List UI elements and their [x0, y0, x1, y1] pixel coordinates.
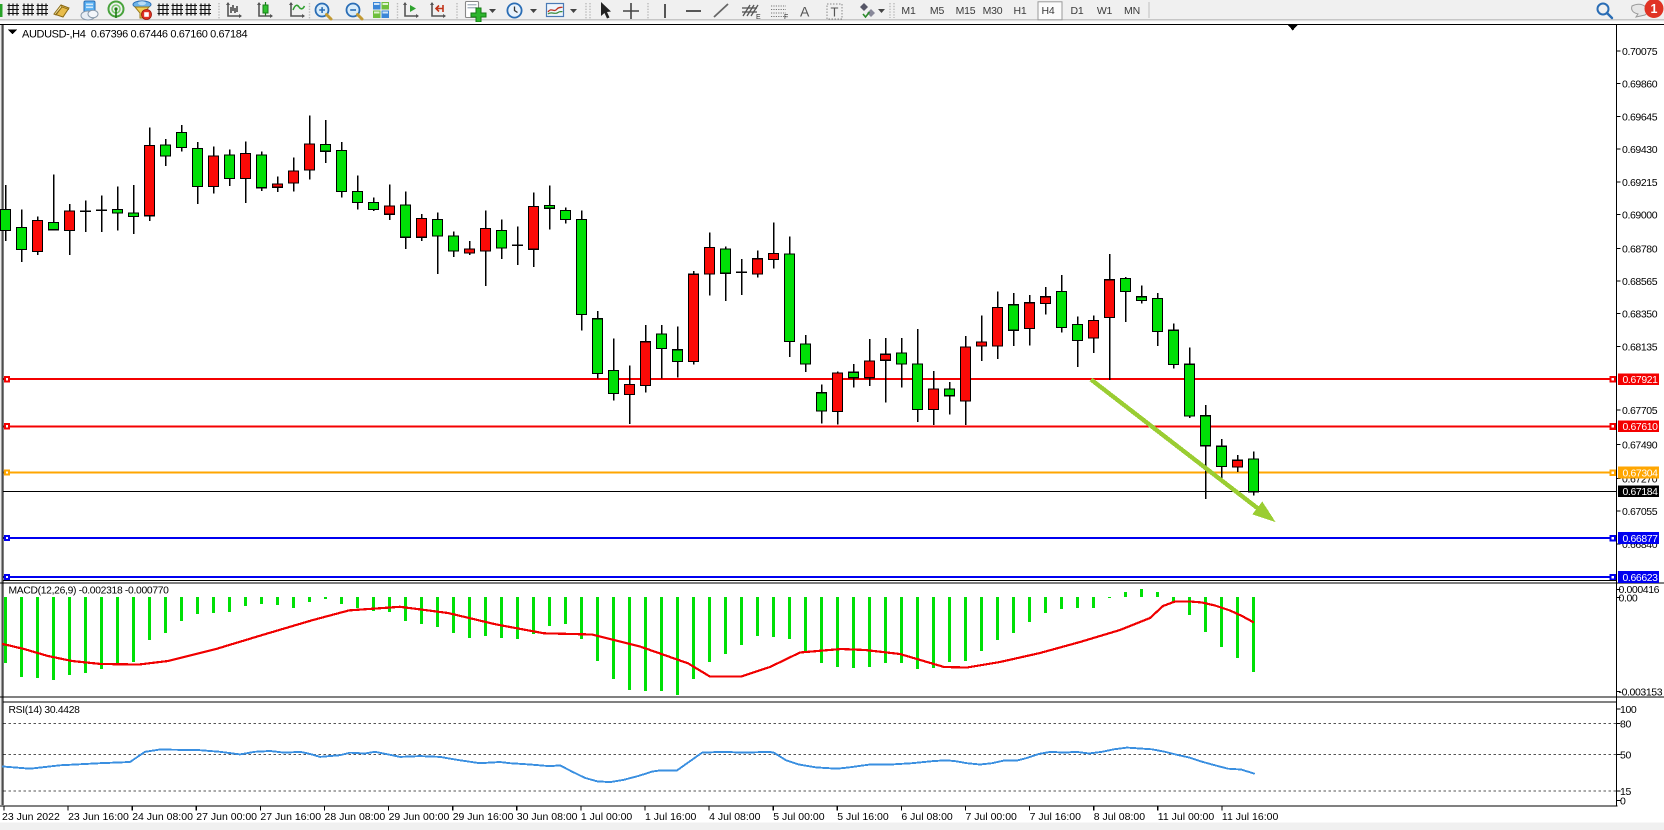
svg-text:6 Jul 08:00: 6 Jul 08:00 — [901, 811, 953, 823]
svg-text:A: A — [800, 4, 810, 20]
svg-text:M5: M5 — [930, 5, 945, 17]
svg-text:1 Jul 16:00: 1 Jul 16:00 — [645, 811, 697, 823]
svg-text:-0.003153: -0.003153 — [1619, 686, 1663, 698]
svg-text:RSI(14) 30.4428: RSI(14) 30.4428 — [9, 705, 81, 716]
svg-text:0.69860: 0.69860 — [1622, 79, 1658, 91]
svg-text:E: E — [756, 14, 761, 21]
svg-text:M15: M15 — [956, 5, 976, 17]
svg-text:23 Jun 2022: 23 Jun 2022 — [2, 811, 60, 823]
svg-text:0.67055: 0.67055 — [1622, 506, 1658, 518]
svg-text:0.67610: 0.67610 — [1623, 422, 1659, 433]
svg-text:0.00: 0.00 — [1619, 592, 1638, 604]
svg-text:24 Jun 08:00: 24 Jun 08:00 — [132, 811, 193, 823]
svg-text:0.68780: 0.68780 — [1622, 243, 1658, 255]
svg-text:5 Jul 00:00: 5 Jul 00:00 — [773, 811, 825, 823]
svg-text:15: 15 — [1620, 786, 1631, 798]
svg-text:AUDUSD-,H4 0.67396 0.67446 0.: AUDUSD-,H4 0.67396 0.67446 0.67160 0.671… — [22, 28, 247, 40]
svg-text:H4: H4 — [1041, 5, 1054, 17]
svg-text:0.67490: 0.67490 — [1622, 440, 1658, 452]
svg-text:M1: M1 — [901, 5, 916, 17]
svg-text:0.66623: 0.66623 — [1623, 573, 1659, 584]
svg-text:29 Jun 00:00: 29 Jun 00:00 — [389, 811, 450, 823]
svg-text:0.000416: 0.000416 — [1619, 584, 1660, 596]
svg-text:F: F — [784, 14, 788, 21]
svg-text:28 Jun 08:00: 28 Jun 08:00 — [325, 811, 386, 823]
svg-text:0.69430: 0.69430 — [1622, 144, 1658, 156]
svg-text:M30: M30 — [983, 5, 1003, 17]
svg-text:0.69215: 0.69215 — [1622, 177, 1658, 189]
svg-text:4 Jul 08:00: 4 Jul 08:00 — [709, 811, 761, 823]
svg-text:30 Jun 08:00: 30 Jun 08:00 — [517, 811, 578, 823]
svg-text:8 Jul 08:00: 8 Jul 08:00 — [1094, 811, 1146, 823]
svg-text:0.70075: 0.70075 — [1622, 46, 1658, 58]
svg-text:0.68135: 0.68135 — [1622, 341, 1658, 353]
svg-text:H1: H1 — [1013, 5, 1026, 17]
svg-text:11 Jul 16:00: 11 Jul 16:00 — [1222, 811, 1279, 823]
svg-text:MACD(12,26,9) -0.002318 -0.000: MACD(12,26,9) -0.002318 -0.000770 — [9, 586, 170, 597]
svg-text:D1: D1 — [1070, 5, 1083, 17]
svg-text:29 Jun 16:00: 29 Jun 16:00 — [453, 811, 514, 823]
svg-text:MN: MN — [1124, 5, 1140, 17]
svg-text:0.69000: 0.69000 — [1622, 210, 1658, 222]
svg-text:7 Jul 16:00: 7 Jul 16:00 — [1030, 811, 1082, 823]
svg-text:0.67184: 0.67184 — [1623, 487, 1659, 498]
svg-text:T: T — [831, 5, 839, 20]
svg-text:0.67705: 0.67705 — [1622, 405, 1658, 417]
svg-text:0.67304: 0.67304 — [1623, 468, 1659, 479]
svg-text:100: 100 — [1620, 704, 1637, 716]
svg-text:0.69645: 0.69645 — [1622, 112, 1658, 124]
svg-text:7 Jul 00:00: 7 Jul 00:00 — [966, 811, 1018, 823]
svg-text:1: 1 — [1651, 2, 1658, 16]
svg-text:23 Jun 16:00: 23 Jun 16:00 — [68, 811, 129, 823]
svg-text:0.68565: 0.68565 — [1622, 276, 1658, 288]
svg-text:27 Jun 16:00: 27 Jun 16:00 — [260, 811, 321, 823]
svg-text:27 Jun 00:00: 27 Jun 00:00 — [196, 811, 257, 823]
svg-text:50: 50 — [1620, 749, 1631, 761]
svg-text:5 Jul 16:00: 5 Jul 16:00 — [837, 811, 889, 823]
svg-text:0.66877: 0.66877 — [1623, 534, 1659, 545]
svg-text:0.68350: 0.68350 — [1622, 309, 1658, 321]
svg-text:W1: W1 — [1097, 5, 1113, 17]
svg-text:0.67921: 0.67921 — [1623, 375, 1659, 386]
svg-text:1 Jul 00:00: 1 Jul 00:00 — [581, 811, 633, 823]
svg-text:80: 80 — [1620, 719, 1631, 731]
svg-text:11 Jul 00:00: 11 Jul 00:00 — [1158, 811, 1215, 823]
svg-text:0: 0 — [1620, 796, 1626, 808]
